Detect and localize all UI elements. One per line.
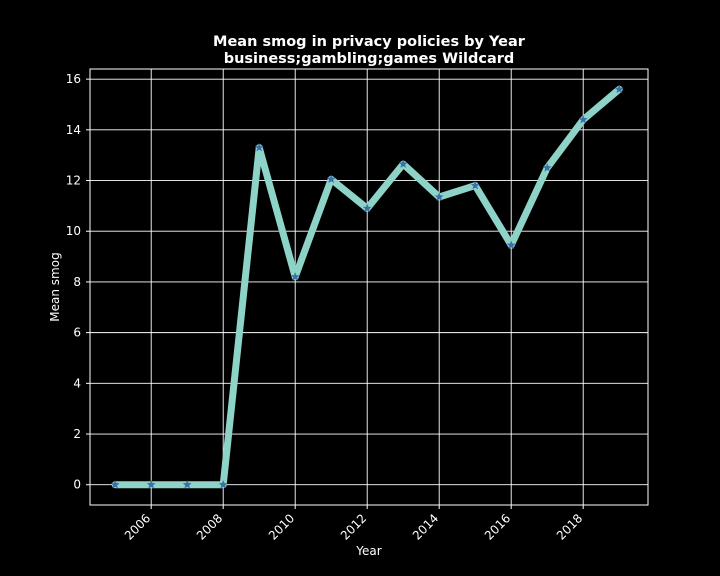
data-point-marker [398,159,408,168]
y-tick-label: 16 [66,72,81,86]
series-layer [110,84,624,489]
data-point-marker [254,142,264,152]
data-point-marker [614,84,624,94]
data-point-marker [578,114,588,124]
y-tick-label: 10 [66,224,81,238]
data-point-marker [110,479,120,489]
y-tick-label: 14 [66,123,81,137]
y-tick-label: 0 [73,478,81,492]
data-point-marker [182,479,192,489]
y-axis-label: Mean smog [48,252,62,321]
y-tick-label: 8 [73,275,81,289]
data-point-marker [362,203,372,213]
y-tick-label: 4 [73,376,81,390]
data-point-marker [470,180,480,190]
data-point-marker [542,163,552,172]
y-tick-label: 2 [73,427,81,441]
grid [90,69,648,505]
data-point-marker [290,272,300,281]
chart-title-line-2: business;gambling;games Wildcard [224,51,515,67]
data-point-marker [218,479,228,489]
data-point-marker [506,240,516,250]
y-tick-label: 6 [73,326,81,340]
data-point-marker [434,192,444,201]
y-tick-label: 12 [66,174,81,188]
plot-frame [89,68,649,506]
x-axis-label: Year [355,544,381,558]
data-point-marker [326,174,336,184]
chart-title-line-1: Mean smog in privacy policies by Year [213,34,526,50]
data-point-marker [146,479,156,489]
